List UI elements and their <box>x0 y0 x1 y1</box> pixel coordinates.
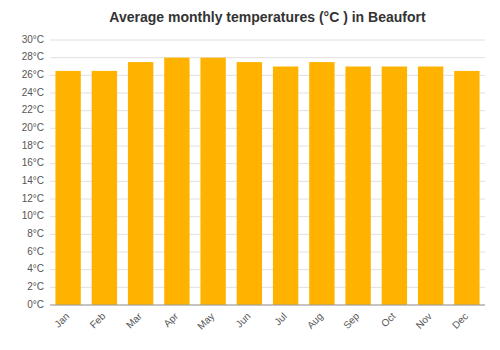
x-tick-label: Jul <box>272 311 289 328</box>
grid-line <box>50 57 485 58</box>
y-tick-label: 0°C <box>27 299 44 310</box>
x-tick-label: May <box>195 311 216 332</box>
y-tick-label: 30°C <box>22 34 44 45</box>
y-tick-label: 6°C <box>27 246 44 257</box>
y-tick-label: 20°C <box>22 122 44 133</box>
bar <box>128 62 153 305</box>
chart-container: 0°C 2°C 4°C 6°C 8°C 10°C 12°C 14°C 16°C 18°C 20°C 2… <box>0 0 500 350</box>
bar <box>345 67 370 306</box>
x-tick-label: Dec <box>450 311 470 331</box>
bars <box>55 58 479 305</box>
y-tick-label: 26°C <box>22 69 44 80</box>
x-tick-label: Aug <box>305 311 325 331</box>
bar <box>92 71 117 305</box>
grid-line <box>50 305 485 306</box>
y-tick-label: 22°C <box>22 104 44 115</box>
bar <box>454 71 479 305</box>
bar <box>309 62 334 305</box>
y-tick-label: 10°C <box>22 210 44 221</box>
chart: 0°C 2°C 4°C 6°C 8°C 10°C 12°C 14°C 16°C 18°C 20°C 2… <box>0 0 500 350</box>
y-tick-label: 14°C <box>22 175 44 186</box>
grid-line <box>50 40 485 41</box>
y-tick-label: 8°C <box>27 228 44 239</box>
y-tick-label: 24°C <box>22 87 44 98</box>
y-tick-label: 16°C <box>22 157 44 168</box>
x-tick-labels: Jan Feb Mar Apr May Jun Jul Aug Sep Oct Nov Dec <box>52 310 470 332</box>
x-tick-label: Oct <box>379 310 398 329</box>
bar <box>273 67 298 306</box>
bar <box>418 67 443 306</box>
y-tick-labels: 0°C 2°C 4°C 6°C 8°C 10°C 12°C 14°C 16°C 18°C 20°C 2… <box>22 34 44 310</box>
y-grid <box>50 40 485 305</box>
x-tick-label: Jun <box>233 311 252 330</box>
bar <box>382 67 407 306</box>
x-tick-label: Apr <box>161 310 180 329</box>
y-tick-label: 4°C <box>27 263 44 274</box>
bar <box>200 58 225 305</box>
y-tick-label: 12°C <box>22 193 44 204</box>
x-tick-label: Mar <box>124 310 144 330</box>
bar <box>55 71 80 305</box>
bar <box>164 58 189 305</box>
x-tick-label: Jan <box>52 311 71 330</box>
bar <box>237 62 262 305</box>
y-tick-label: 2°C <box>27 281 44 292</box>
x-axis-line <box>50 305 485 306</box>
y-tick-label: 18°C <box>22 140 44 151</box>
title: Average monthly temperatures (°C ) in Be… <box>109 9 426 25</box>
x-tick-label: Feb <box>88 310 108 330</box>
x-tick-label: Sep <box>341 310 362 331</box>
x-tick-label: Nov <box>414 311 434 331</box>
y-tick-label: 28°C <box>22 51 44 62</box>
